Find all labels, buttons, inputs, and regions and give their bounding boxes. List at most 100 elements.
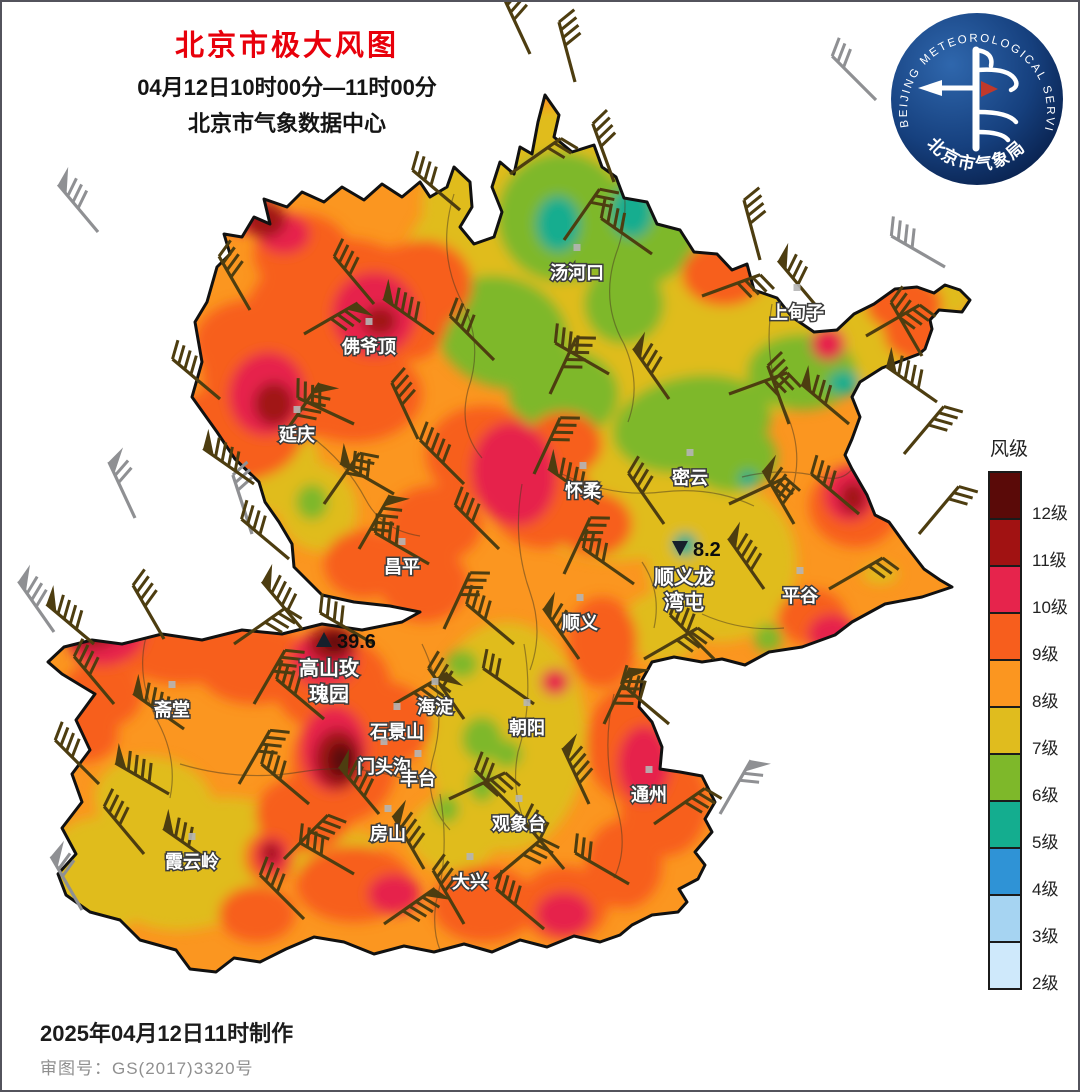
wind-barb (72, 638, 116, 706)
wind-region-level-11 (254, 382, 294, 426)
wind-region-level-5 (536, 196, 580, 252)
station-dot (573, 244, 581, 251)
map-place-label: 汤河口 (550, 263, 604, 283)
wind-region-level-6 (584, 264, 664, 344)
wind-barb (391, 799, 426, 870)
time-period: 04月12日10时00分—11时00分 (137, 75, 437, 100)
wind-barb (282, 813, 347, 861)
station-dot (523, 699, 531, 706)
station-dot (793, 284, 801, 291)
wind-barb (240, 499, 291, 561)
logo-vane-left (918, 80, 942, 96)
triangle-down-marker-icon (672, 541, 688, 556)
map-place-label: 房山 (370, 823, 406, 844)
wind-barb (718, 759, 771, 815)
map-station-label: 顺义龙 (654, 565, 714, 589)
legend-item-6级: 6级 (988, 753, 1058, 805)
wind-region-level-10 (536, 892, 592, 936)
wind-barb (390, 366, 420, 440)
station-dot (579, 462, 587, 469)
map-place-label: 门头沟 (357, 756, 411, 777)
map-station-label: 湾屯 (664, 590, 704, 614)
map-place-label: 大兴 (452, 871, 488, 892)
wind-barb (766, 350, 792, 425)
legend-item-label: 3级 (1032, 927, 1059, 946)
wind-barb (383, 887, 452, 926)
station-wind-value: 39.6 (337, 631, 376, 653)
wind-region-level-11 (840, 482, 866, 514)
wind-barb (107, 447, 137, 519)
logo-anemometer-icon (939, 46, 1019, 152)
wind-barb (727, 521, 766, 590)
wind-barb (114, 743, 170, 796)
wind-barb (373, 513, 430, 566)
wind-region-level-10 (368, 874, 420, 914)
triangle-up-marker-icon (316, 632, 332, 647)
wind-barb (481, 648, 535, 706)
map-place-label: 顺义 (562, 612, 598, 633)
wind-region-level-10 (808, 614, 856, 654)
wind-barb (553, 323, 610, 376)
wind-barb (332, 238, 376, 306)
station-dot (393, 703, 401, 710)
station-dot (645, 766, 653, 773)
wind-barbs-layer (17, 2, 979, 931)
legend-item-11级: 11级 (988, 518, 1067, 570)
wind-barb (303, 301, 374, 336)
wind-region-level-6 (446, 650, 478, 678)
wind-barb (411, 150, 462, 212)
wind-barb (318, 593, 375, 646)
wind-barb (448, 297, 496, 362)
wind-region-level-6 (754, 624, 782, 652)
wind-barb (49, 840, 84, 911)
wind-region-level-10 (618, 726, 670, 802)
wind-barb (542, 591, 581, 660)
wind-barb (296, 378, 355, 426)
wind-barb (742, 186, 767, 261)
wind-barb (453, 486, 501, 551)
map-place-label: 通州 (631, 785, 667, 805)
wind-barb (339, 443, 395, 496)
beijing-meteorological-service-logo: BEIJING METEOROLOGICAL SERVICE 北京市气象局 (888, 10, 1063, 185)
map-place-label: 佛爷顶 (341, 336, 396, 357)
legend-item-label: 10级 (1032, 598, 1068, 617)
station-dot (796, 567, 804, 574)
legend-title: 风级 (990, 439, 1029, 460)
approval-number: 审图号：GS(2017)3320号 (40, 1059, 254, 1078)
wind-barb (275, 659, 326, 721)
map-place-label: 海淀 (417, 696, 454, 717)
wind-barb (171, 339, 222, 401)
station-dot (466, 853, 474, 860)
wind-barb (260, 563, 304, 631)
wind-barb (260, 744, 311, 806)
wind-barb (885, 346, 938, 404)
map-place-label: 霞云岭 (165, 851, 219, 872)
wind-region-level-5 (828, 371, 860, 395)
production-time: 2025年04月12日11时制作 (40, 1021, 294, 1046)
wind-barb (800, 365, 851, 426)
wind-barb (889, 285, 924, 357)
wind-barb (620, 664, 671, 726)
wind-barb (465, 584, 516, 646)
wind-region-level-9 (219, 886, 295, 942)
station-dot (384, 805, 392, 812)
map-place-label: 怀柔 (565, 481, 602, 501)
legend-item-7级: 7级 (988, 706, 1058, 758)
wind-region-level-10 (541, 669, 569, 695)
wind-barb (776, 242, 820, 310)
wind-barb (418, 421, 466, 486)
legend-item-label: 11级 (1032, 551, 1067, 570)
wind-barb (217, 239, 252, 311)
legend-item-label: 9级 (1032, 645, 1059, 664)
wind-barb (591, 108, 617, 183)
wind-barb (810, 454, 861, 516)
station-dot (188, 833, 196, 840)
wind-barb (45, 585, 96, 646)
map-header: 北京市极大风图 04月12日10时00分—11时00分 北京市气象数据中心 (57, 22, 517, 138)
wind-barb (473, 751, 521, 816)
wind-barb (653, 787, 723, 826)
station-dot (414, 750, 422, 757)
